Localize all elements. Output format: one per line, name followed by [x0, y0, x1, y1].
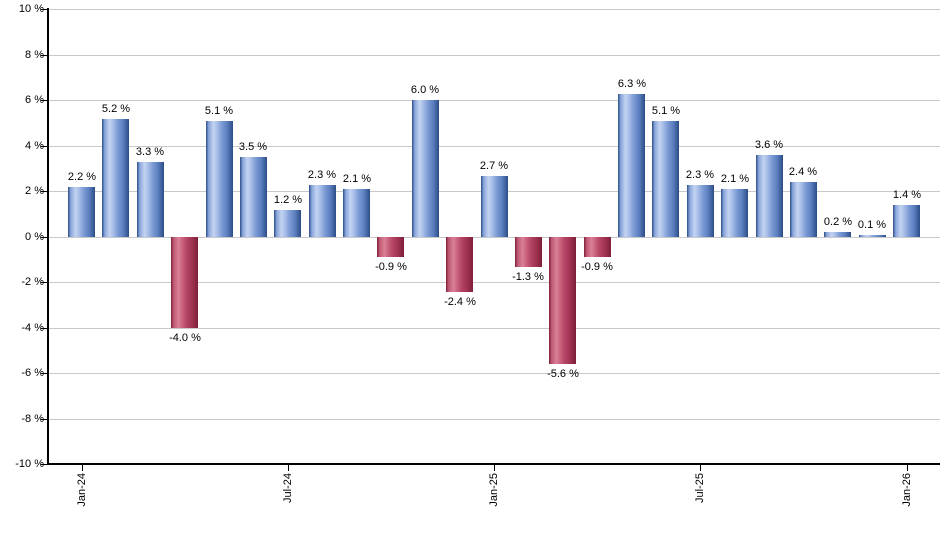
- bar-value-label: 1.2 %: [273, 194, 303, 206]
- bar-value-label: 3.5 %: [238, 141, 268, 153]
- bar-Nov-24: [412, 100, 439, 237]
- y-axis-tick-label: -4 %: [21, 322, 44, 334]
- bar-value-label: 3.6 %: [754, 139, 784, 151]
- y-axis-tick-label: -6 %: [21, 367, 44, 379]
- bar-Feb-25: [515, 237, 542, 267]
- y-axis-tick: [41, 191, 48, 192]
- y-axis-tick-label: 6 %: [25, 94, 44, 106]
- x-axis-tick: [82, 464, 83, 471]
- grid-line: [48, 282, 940, 283]
- bar-value-label: 3.3 %: [135, 146, 165, 158]
- x-axis-tick: [494, 464, 495, 471]
- bar-value-label: 1.4 %: [892, 189, 922, 201]
- y-axis-tick: [41, 9, 48, 10]
- bar-value-label: 2.3 %: [685, 169, 715, 181]
- bar-value-label: 5.1 %: [651, 105, 681, 117]
- bar-Dec-24: [446, 237, 473, 292]
- bar-value-label: 0.1 %: [857, 219, 887, 231]
- x-axis-tick: [907, 464, 908, 471]
- grid-line: [48, 328, 940, 329]
- bar-Jan-26: [893, 205, 920, 237]
- y-axis-tick-label: 4 %: [25, 140, 44, 152]
- bar-value-label: 2.2 %: [67, 171, 97, 183]
- y-axis-tick: [41, 419, 48, 420]
- y-axis-tick: [41, 464, 48, 465]
- bar-Jan-24: [68, 187, 95, 237]
- x-axis-tick-label: Jan-25: [488, 473, 500, 507]
- bar-Feb-24: [102, 119, 129, 237]
- bar-value-label: 2.4 %: [788, 166, 818, 178]
- grid-line: [48, 55, 940, 56]
- bar-Dec-25: [859, 235, 886, 237]
- grid-line: [48, 237, 940, 238]
- bar-May-25: [618, 94, 645, 237]
- y-axis-tick: [41, 100, 48, 101]
- bar-value-label: 5.2 %: [101, 103, 131, 115]
- bar-value-label: 0.2 %: [823, 216, 853, 228]
- y-axis-tick: [41, 282, 48, 283]
- bar-Jun-24: [240, 157, 267, 237]
- bar-value-label: 2.1 %: [342, 173, 372, 185]
- bar-May-24: [206, 121, 233, 237]
- bar-value-label: -1.3 %: [512, 271, 544, 283]
- bar-value-label: -0.9 %: [375, 261, 407, 273]
- bar-Apr-25: [584, 237, 611, 257]
- bar-Sep-24: [343, 189, 370, 237]
- bar-Nov-25: [824, 232, 851, 237]
- bar-Aug-25: [721, 189, 748, 237]
- y-axis-line: [47, 8, 49, 464]
- grid-line: [48, 373, 940, 374]
- bar-value-label: 2.3 %: [307, 169, 337, 181]
- bar-Oct-25: [790, 182, 817, 237]
- y-axis-tick-label: 0 %: [25, 231, 44, 243]
- y-axis-tick-label: -2 %: [21, 276, 44, 288]
- y-axis-tick-label: 2 %: [25, 185, 44, 197]
- y-axis-tick: [41, 146, 48, 147]
- x-axis-tick: [700, 464, 701, 471]
- bar-value-label: -2.4 %: [444, 296, 476, 308]
- bar-value-label: 2.7 %: [479, 160, 509, 172]
- y-axis-tick-label: -10 %: [15, 458, 44, 470]
- y-axis-tick: [41, 373, 48, 374]
- grid-line: [48, 146, 940, 147]
- x-axis-tick-label: Jul-25: [694, 473, 706, 503]
- bar-Jan-25: [481, 176, 508, 237]
- x-axis-tick: [288, 464, 289, 471]
- bar-Jun-25: [652, 121, 679, 237]
- x-axis-tick-label: Jan-24: [76, 473, 88, 507]
- bar-Jul-24: [274, 210, 301, 237]
- bar-value-label: 2.1 %: [720, 173, 750, 185]
- bar-value-label: 6.0 %: [410, 84, 440, 96]
- bar-value-label: -5.6 %: [547, 368, 579, 380]
- bar-Oct-24: [377, 237, 404, 257]
- bar-Mar-24: [137, 162, 164, 237]
- y-axis-tick: [41, 237, 48, 238]
- bar-Sep-25: [756, 155, 783, 237]
- y-axis-tick-label: 10 %: [18, 3, 44, 15]
- bar-Mar-25: [549, 237, 576, 364]
- bar-Jul-25: [687, 185, 714, 237]
- bar-value-label: 6.3 %: [617, 78, 647, 90]
- x-axis-tick-label: Jul-24: [282, 473, 294, 503]
- y-axis-tick: [41, 55, 48, 56]
- bar-Aug-24: [309, 185, 336, 237]
- x-axis-tick-label: Jan-26: [901, 473, 913, 507]
- bar-Apr-24: [171, 237, 198, 328]
- y-axis-tick: [41, 328, 48, 329]
- grid-line: [48, 100, 940, 101]
- y-axis-tick-label: 8 %: [25, 49, 44, 61]
- x-axis-line: [47, 463, 940, 465]
- grid-line: [48, 9, 940, 10]
- grid-line: [48, 419, 940, 420]
- y-axis-tick-label: -8 %: [21, 413, 44, 425]
- bar-value-label: 5.1 %: [204, 105, 234, 117]
- bar-value-label: -0.9 %: [581, 261, 613, 273]
- bar-value-label: -4.0 %: [169, 332, 201, 344]
